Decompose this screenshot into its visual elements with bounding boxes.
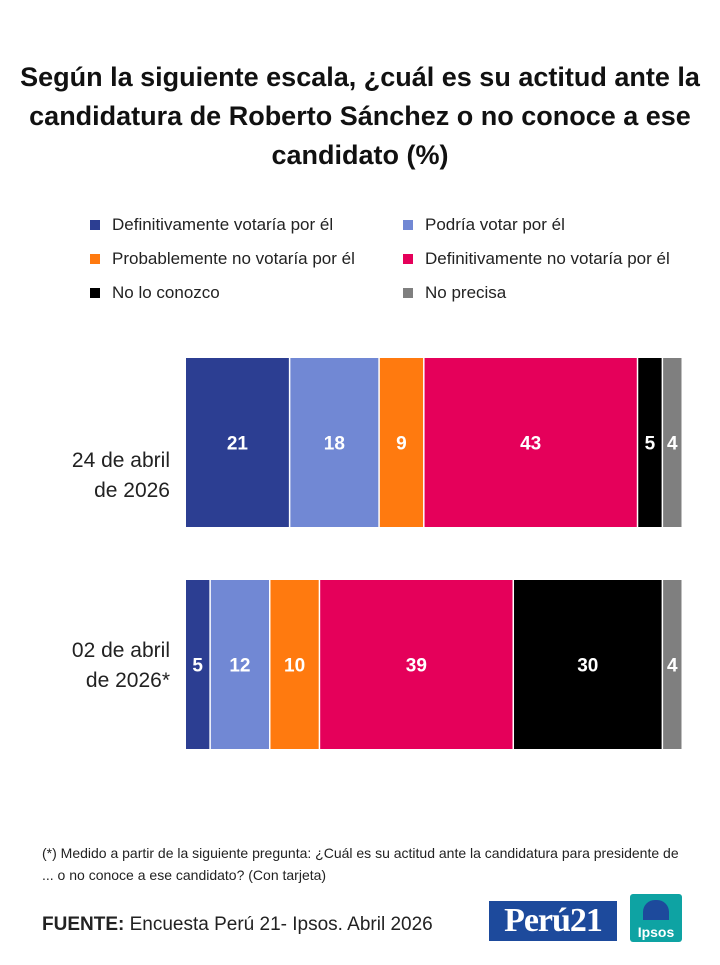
bar-value-label: 5 [645,434,656,455]
legend-item-definitivamente-votaria: Definitivamente votaría por él [90,214,403,236]
bar-segment [663,580,682,749]
row-label-line: de 2026* [85,669,170,692]
legend-label: Podría votar por él [425,215,565,234]
source-text: Encuesta Perú 21- Ipsos. Abril 2026 [124,914,433,935]
ipsos-logo-text: Ipsos [637,924,675,940]
legend-item-no-lo-conozco: No lo conozco [90,282,403,304]
ipsos-mark-icon [643,900,669,920]
legend-item-definitivamente-no: Definitivamente no votaría por él [403,248,703,270]
row-label-line: 02 de abril [71,639,170,662]
peru21-logo: Perú21 [489,901,617,941]
legend-item-probablemente-no: Probablemente no votaría por él [90,248,403,270]
row-label-24-abril: 24 de abril de 2026 [30,446,170,506]
bar-value-label: 43 [520,434,541,455]
bar-value-label: 30 [577,656,598,677]
bar-value-label: 18 [324,434,345,455]
peru21-logo-text: Perú21 [504,902,603,939]
bar-value-label: 12 [229,656,250,677]
ipsos-logo: Ipsos [630,894,682,942]
legend-item-podria-votar: Podría votar por él [403,214,703,236]
legend-swatch [403,220,413,230]
legend-swatch [403,254,413,264]
bar-segment [290,358,379,527]
bar-value-label: 10 [284,656,305,677]
bar-segment [638,358,662,527]
legend-swatch [403,288,413,298]
row-label-line: de 2026 [94,479,170,502]
source-line: FUENTE: Encuesta Perú 21- Ipsos. Abril 2… [42,914,433,936]
row-label-02-abril: 02 de abril de 2026* [30,636,170,696]
bar-value-label: 39 [406,656,427,677]
bar-segment [663,358,682,527]
bar-segment [186,580,210,749]
legend-label: No lo conozco [112,283,220,302]
bar-segment [379,358,424,527]
bar-segment [210,580,269,749]
footnote: (*) Medido a partir de la siguiente preg… [42,845,679,883]
legend-item-no-precisa: No precisa [403,282,703,304]
bar-value-label: 21 [227,434,249,455]
bar-segment [270,580,319,749]
legend-swatch [90,288,100,298]
bar-value-label: 4 [667,434,678,455]
bar-segment [320,580,513,749]
chart-title: Según la siguiente escala, ¿cuál es su a… [20,62,700,170]
legend-swatch [90,220,100,230]
source-label: FUENTE: [42,914,125,935]
legend-label: Definitivamente votaría por él [112,215,334,234]
legend-swatch [90,254,100,264]
legend-label: No precisa [425,283,507,302]
bar-segment [514,580,662,749]
legend: Definitivamente votaría por él Podría vo… [90,214,710,304]
bar-value-label: 4 [667,656,678,677]
legend-label: Probablemente no votaría por él [112,249,355,268]
row-label-line: 24 de abril [71,449,170,472]
bar-value-label: 5 [192,656,203,677]
bar-segment [186,358,289,527]
bar-value-label: 9 [396,434,407,455]
legend-label: Definitivamente no votaría por él [425,249,670,268]
bar-segment [424,358,637,527]
